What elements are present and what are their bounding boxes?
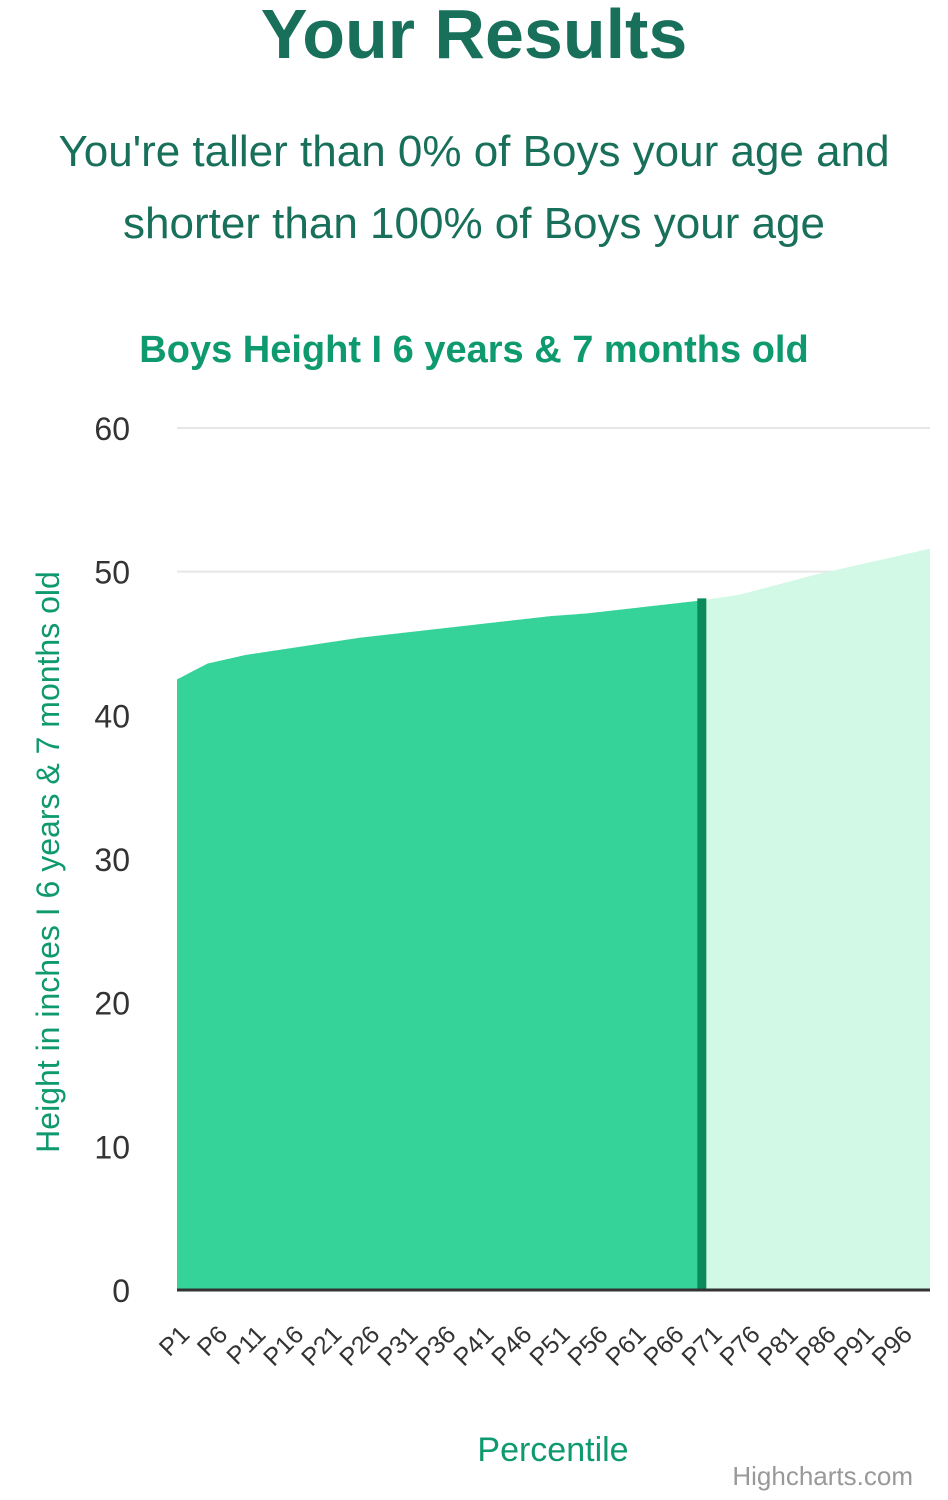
x-axis-labels: P1P6P11P16P21P26P31P36P41P46P51P56P61P66…	[154, 1320, 918, 1371]
y-tick-label: 0	[112, 1273, 130, 1309]
credits-link[interactable]: Highcharts.com	[732, 1461, 913, 1491]
result-summary-line-1: You're taller than 0% of Boys your age a…	[58, 127, 890, 176]
y-axis-title: Height in inches I 6 years & 7 months ol…	[30, 571, 66, 1153]
y-tick-label: 10	[94, 1129, 130, 1165]
y-axis-labels: 0 10 20 30 40 50 60	[94, 411, 130, 1309]
result-summary-line-2: shorter than 100% of Boys your age	[123, 199, 825, 248]
y-tick-label: 20	[94, 986, 130, 1022]
result-summary: You're taller than 0% of Boys your age a…	[0, 116, 948, 260]
y-tick-label: 40	[94, 698, 130, 734]
data-area	[177, 548, 930, 1290]
y-tick-label: 30	[94, 842, 130, 878]
x-tick-label: P1	[154, 1320, 195, 1361]
x-tick-label: P96	[867, 1320, 918, 1371]
y-tick-label: 60	[94, 411, 130, 447]
area-above-percentile	[701, 548, 930, 1290]
page-title: Your Results	[260, 0, 688, 73]
height-percentile-chart: Boys Height I 6 years & 7 months old 0 10…	[30, 329, 930, 1491]
chart-title: Boys Height I 6 years & 7 months old	[139, 329, 808, 371]
y-tick-label: 50	[94, 555, 130, 591]
x-axis-title: Percentile	[477, 1431, 628, 1469]
area-below-percentile	[177, 600, 702, 1290]
